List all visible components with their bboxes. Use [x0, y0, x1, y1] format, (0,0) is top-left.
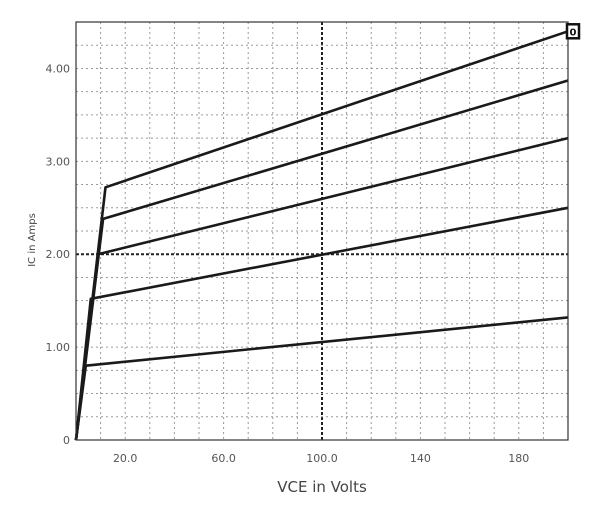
plot-frame	[75, 21, 569, 441]
series-group	[74, 30, 569, 441]
y-tick-label: 4.00	[46, 62, 71, 75]
end-marker-box	[565, 23, 581, 40]
grid	[76, 22, 568, 440]
x-tick-label: 140	[410, 452, 431, 465]
y-tick-label: 3.00	[46, 155, 71, 168]
x-tick-label: 180	[508, 452, 529, 465]
tick-labels: 20.0 60.0 100.0 140 180 0 1.00 2.00 3.00 4.00	[46, 62, 530, 465]
series-line-5	[74, 30, 569, 441]
end-marker-label: 0	[570, 27, 577, 38]
y-tick-label: 0	[63, 434, 70, 447]
y-tick-label: 1.00	[46, 341, 71, 354]
x-tick-label: 100.0	[306, 452, 338, 465]
y-axis-label: IC in Amps	[27, 213, 38, 267]
x-tick-label: 20.0	[113, 452, 138, 465]
y-tick-label: 2.00	[46, 248, 71, 261]
x-tick-label: 60.0	[211, 452, 236, 465]
x-axis-label: VCE in Volts	[277, 478, 367, 496]
curve-end-marker: 0	[565, 23, 581, 40]
